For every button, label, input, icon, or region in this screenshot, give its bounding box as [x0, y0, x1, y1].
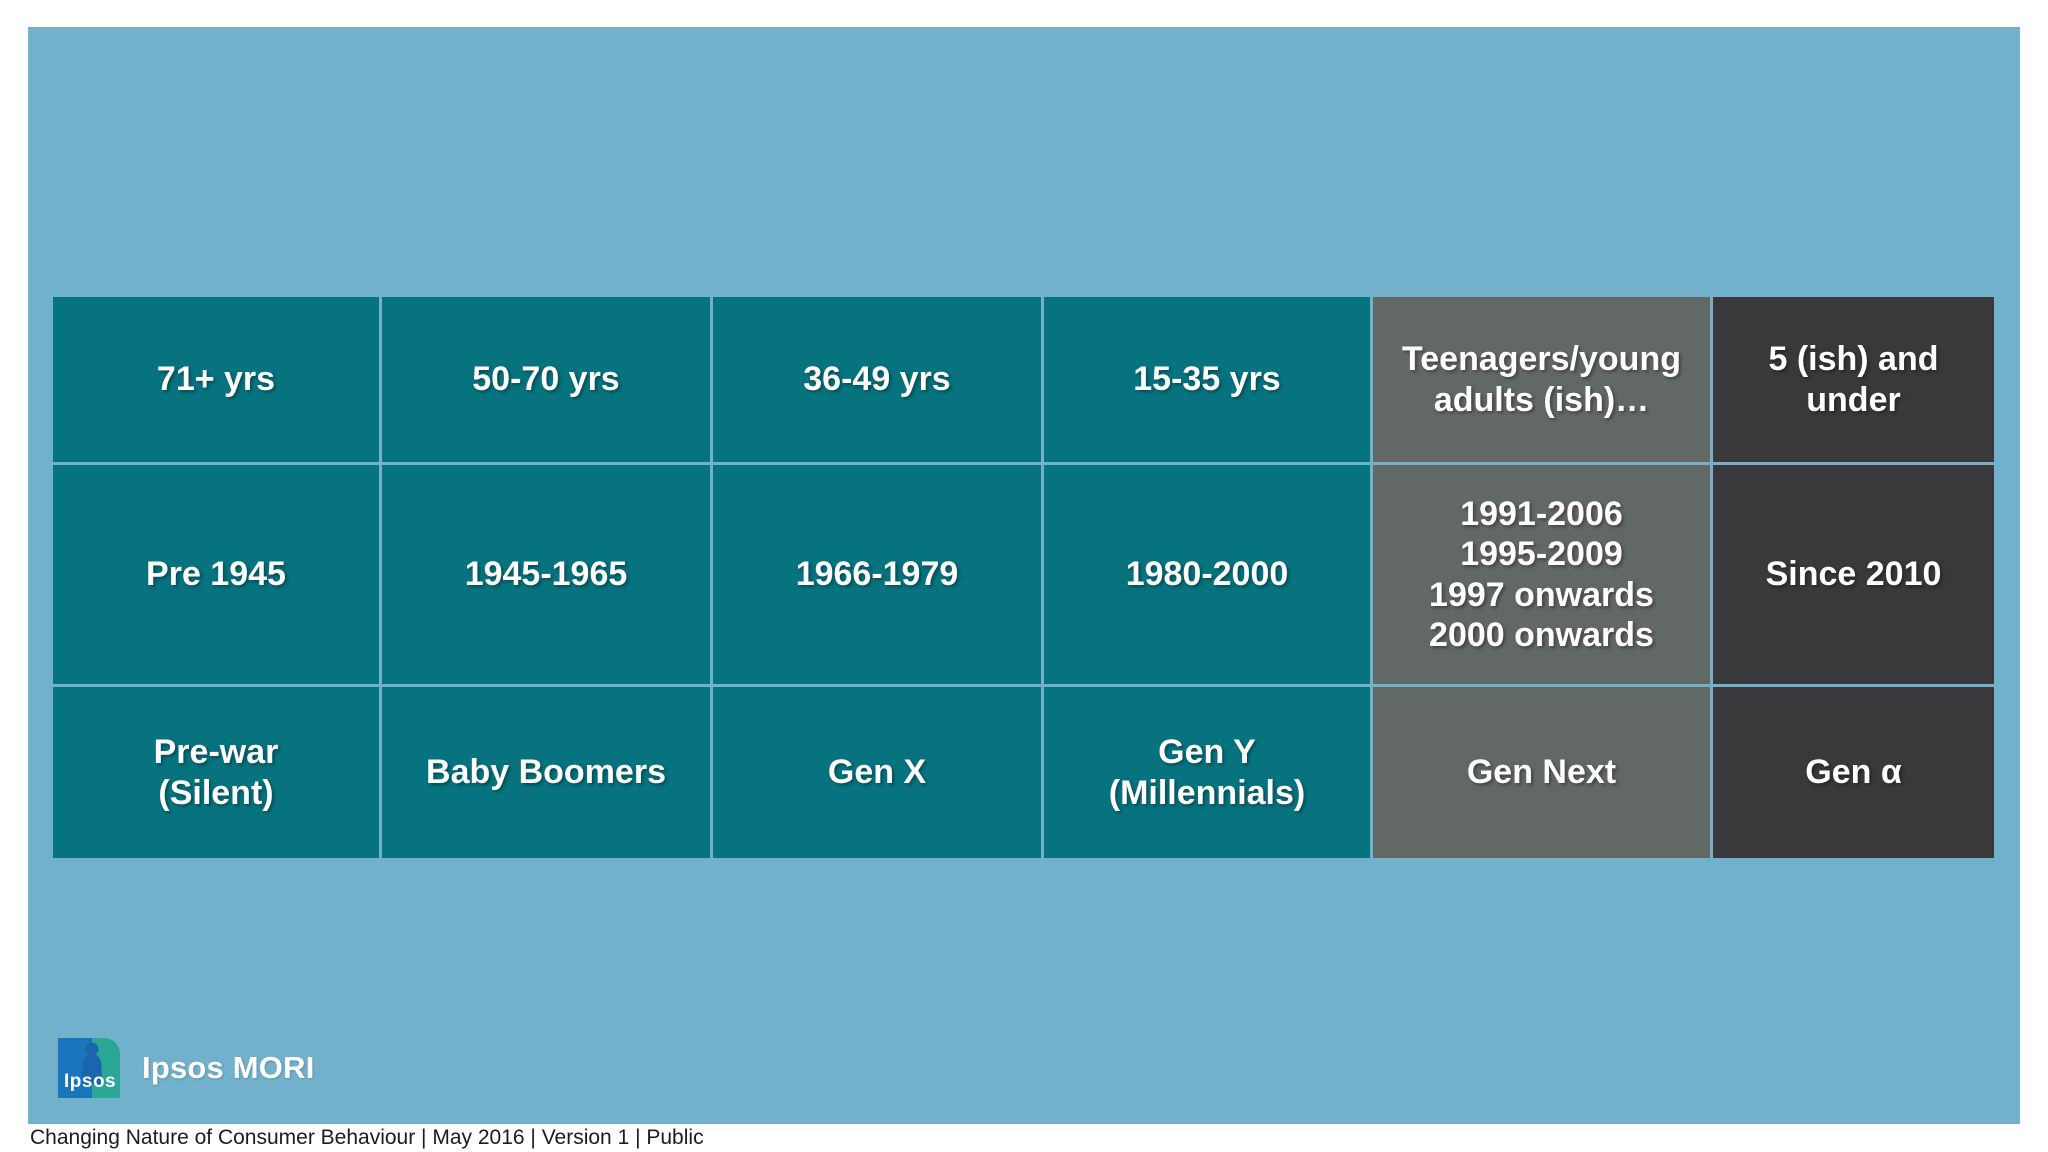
ipsos-meeple-icon	[81, 1042, 103, 1085]
age-cell-gen-alpha: 5 (ish) and under	[1713, 297, 1994, 462]
generations-table: 71+ yrs 50-70 yrs 36-49 yrs 15-35 yrs Te…	[53, 297, 1994, 858]
footer-text: Changing Nature of Consumer Behaviour | …	[30, 1126, 704, 1149]
born-cell-gen-alpha: Since 2010	[1713, 465, 1994, 684]
footer-bar: Changing Nature of Consumer Behaviour | …	[0, 1124, 2048, 1152]
born-cell-baby-boomers: 1945-1965	[382, 465, 710, 684]
ipsos-mori-logo: Ipsos Ipsos MORI	[58, 1038, 315, 1098]
age-cell-gen-y: 15-35 yrs	[1044, 297, 1370, 462]
born-cell-pre-war: Pre 1945	[53, 465, 379, 684]
ipsos-logo-word: Ipsos	[64, 1071, 117, 1092]
born-cell-gen-x: 1966-1979	[713, 465, 1041, 684]
age-cell-gen-next: Teenagers/young adults (ish)…	[1373, 297, 1710, 462]
born-cell-gen-y: 1980-2000	[1044, 465, 1370, 684]
name-cell-gen-next: Gen Next	[1373, 687, 1710, 858]
age-cell-baby-boomers: 50-70 yrs	[382, 297, 710, 462]
name-cell-gen-alpha: Gen α	[1713, 687, 1994, 858]
ipsos-logo-mark: Ipsos	[58, 1038, 120, 1098]
ipsos-mori-brand-text: Ipsos MORI	[142, 1050, 315, 1085]
name-cell-gen-x: Gen X	[713, 687, 1041, 858]
name-cell-baby-boomers: Baby Boomers	[382, 687, 710, 858]
name-cell-gen-y: Gen Y (Millennials)	[1044, 687, 1370, 858]
born-cell-gen-next: 1991-2006 1995-2009 1997 onwards 2000 on…	[1373, 465, 1710, 684]
slide-canvas: 71+ yrs 50-70 yrs 36-49 yrs 15-35 yrs Te…	[28, 27, 2020, 1124]
name-cell-pre-war: Pre-war (Silent)	[53, 687, 379, 858]
age-cell-gen-x: 36-49 yrs	[713, 297, 1041, 462]
age-cell-pre-war: 71+ yrs	[53, 297, 379, 462]
